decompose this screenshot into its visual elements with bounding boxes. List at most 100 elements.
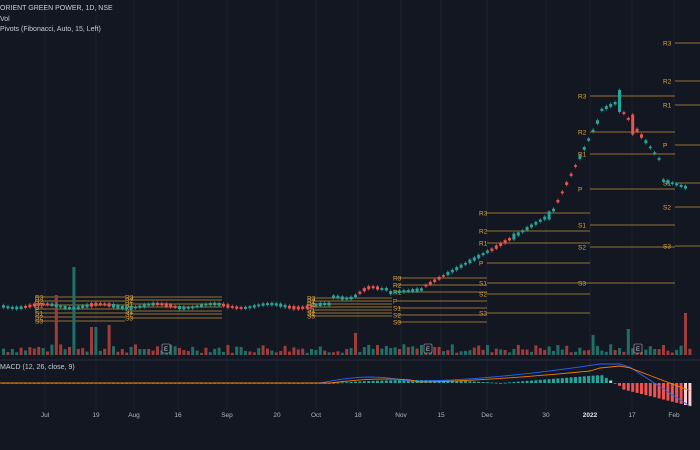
pivot-label: S1 <box>479 280 487 287</box>
macd-histogram-bar <box>688 383 692 407</box>
volume-bar <box>318 346 322 355</box>
volume-bar <box>244 350 247 355</box>
volume-bar <box>327 352 331 355</box>
candle <box>442 275 445 277</box>
macd-histogram-bar <box>670 383 674 402</box>
candle <box>525 227 529 231</box>
volume-bar <box>442 351 445 355</box>
macd-line <box>0 363 691 407</box>
candle <box>72 307 76 309</box>
macd-histogram-bar <box>481 381 485 383</box>
candle <box>283 304 287 308</box>
volume-bar <box>574 351 577 355</box>
candle <box>310 304 313 308</box>
candle <box>591 129 595 132</box>
candle <box>477 254 481 259</box>
time-axis-label: 20 <box>273 412 281 419</box>
macd-histogram-bar <box>622 383 626 390</box>
candle <box>569 173 573 176</box>
macd-histogram-bar <box>613 383 617 384</box>
volume-bar <box>675 349 679 355</box>
pivot-label: S2 <box>578 244 586 251</box>
volume-bar <box>76 348 80 355</box>
volume-bar <box>173 346 177 355</box>
volume-bar <box>283 345 287 355</box>
volume-bar <box>688 348 692 355</box>
volume-bar <box>279 350 283 355</box>
candle <box>46 303 49 305</box>
candle <box>609 103 613 107</box>
candle <box>248 306 252 309</box>
candle <box>455 267 459 271</box>
candle <box>288 305 291 309</box>
pivot-label: S2 <box>393 312 401 319</box>
volume-bar <box>521 349 525 355</box>
macd-histogram-bar <box>340 382 344 384</box>
candle <box>354 294 357 298</box>
candle <box>120 305 124 310</box>
macd-histogram-bar <box>384 380 388 383</box>
pivots-legend[interactable]: Pivots (Fibonacci, Auto, 15, Left) <box>0 26 101 33</box>
candle <box>151 302 155 306</box>
macd-histogram-bar <box>464 381 467 383</box>
volume-bar <box>600 350 604 355</box>
candle <box>574 165 577 167</box>
candle <box>415 288 419 292</box>
volume-bar <box>420 345 423 355</box>
volume-bar <box>41 347 45 355</box>
volume-bar <box>257 348 261 355</box>
volume-bar <box>622 351 626 355</box>
volume-bar <box>565 345 569 355</box>
candle <box>261 303 265 306</box>
time-axis-label: Aug <box>128 412 140 419</box>
candle <box>530 224 533 228</box>
signal-line <box>0 365 691 392</box>
volume-bar <box>32 348 36 355</box>
macd-histogram-bar <box>618 383 621 386</box>
pivot-label: S3 <box>479 310 487 317</box>
volume-bar <box>208 352 212 355</box>
volume-bar <box>142 349 146 355</box>
symbol-title[interactable]: ORIENT GREEN POWER, 1D, NSE <box>0 5 113 12</box>
volume-bar <box>6 351 10 355</box>
macd-legend[interactable]: MACD (12, 26, close, 9) <box>0 364 75 371</box>
candle <box>182 306 186 310</box>
volume-bar <box>261 345 265 355</box>
volume-bar <box>217 347 221 355</box>
volume-bar <box>587 350 591 355</box>
macd-histogram-bar <box>349 381 353 383</box>
macd-histogram-bar <box>591 375 595 383</box>
volume-bar <box>362 347 366 355</box>
volume-bar <box>178 348 181 355</box>
candle <box>208 303 212 306</box>
volume-bar <box>552 350 555 355</box>
macd-histogram-bar <box>393 380 397 383</box>
volume-bar <box>525 349 529 355</box>
pivot-label: R1 <box>393 289 402 296</box>
time-axis[interactable]: Jul 19 Aug 16 Sep 20 Oct 18 Nov 15 Dec 30 2022 17 Feb <box>41 412 680 419</box>
candle <box>244 306 247 309</box>
volume-bar <box>94 327 98 355</box>
candle <box>389 291 393 295</box>
pivot-label: R2 <box>479 228 488 235</box>
pivot-label: R1 <box>479 240 488 247</box>
volume-bar <box>336 351 340 355</box>
volume-legend[interactable]: Vol <box>0 16 10 23</box>
volume-bar <box>640 352 643 355</box>
candle <box>494 245 498 249</box>
volume-bar <box>472 347 476 355</box>
volume-bar <box>446 350 450 355</box>
volume-bar <box>393 347 397 355</box>
pivot-label: R3 <box>479 210 488 217</box>
volume-bar <box>468 350 472 355</box>
macd-histogram-bar <box>486 382 489 384</box>
candle <box>371 286 375 289</box>
macd-histogram-bar <box>446 380 450 383</box>
pivot-label: P <box>578 186 582 193</box>
macd-histogram-bar <box>552 378 555 383</box>
candle <box>521 230 525 233</box>
candle <box>323 302 327 306</box>
candle <box>204 303 208 306</box>
